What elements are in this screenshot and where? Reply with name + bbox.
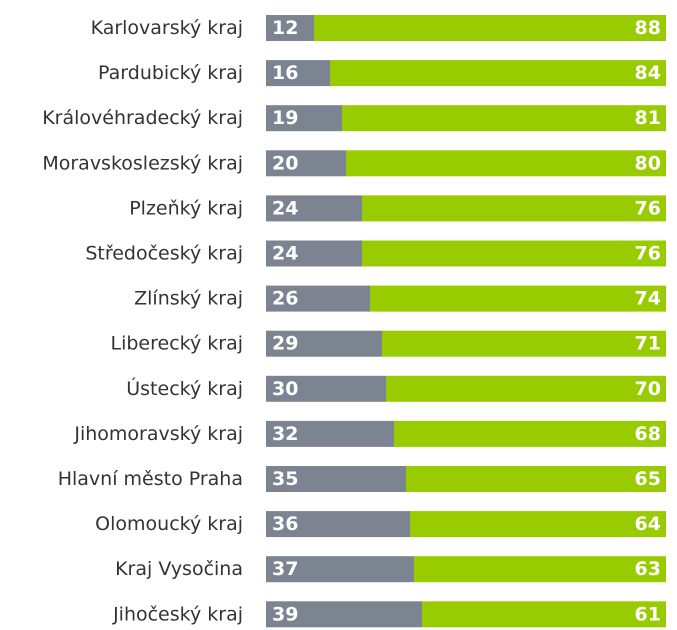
bar-segment: [266, 60, 330, 87]
bar-segment: [394, 420, 666, 447]
value-label: 88: [635, 17, 661, 39]
bar-segment: [266, 195, 362, 222]
bar-segment: [386, 375, 666, 402]
bar-segment: [266, 511, 410, 538]
bar-segment: [330, 60, 666, 87]
value-label: 74: [635, 288, 661, 310]
bar-segment: [362, 240, 666, 267]
bar-segment: [266, 601, 422, 628]
category-label: Karlovarský kraj: [91, 17, 243, 39]
category-label: Liberecký kraj: [111, 333, 244, 355]
bar-segment: [414, 556, 666, 583]
category-label: Ústecký kraj: [126, 376, 243, 400]
value-label: 76: [635, 197, 661, 219]
bar-segment: [266, 375, 386, 402]
value-label: 76: [635, 243, 661, 265]
bar-segment: [266, 150, 346, 177]
value-label: 39: [272, 603, 298, 625]
bar-segment: [266, 330, 382, 357]
bar-segment: [266, 556, 414, 583]
category-label: Hlavní město Praha: [58, 468, 243, 490]
value-label: 24: [272, 197, 298, 219]
value-label: 70: [635, 378, 661, 400]
bar-segment: [266, 15, 314, 41]
category-label: Jihomoravský kraj: [73, 423, 243, 445]
bar-segment: [410, 511, 666, 538]
category-label: Zlínský kraj: [134, 288, 243, 310]
bar-segment: [266, 285, 370, 312]
value-label: 36: [272, 513, 298, 535]
category-label: Královéhradecký kraj: [42, 107, 243, 129]
category-label: Kraj Vysočina: [115, 558, 243, 580]
bar-segment: [266, 105, 342, 132]
bar-segment: [346, 150, 666, 177]
value-label: 63: [635, 558, 661, 580]
bar-segment: [362, 195, 666, 222]
value-label: 80: [635, 152, 661, 174]
bar-segment: [266, 420, 394, 447]
value-label: 61: [635, 603, 661, 625]
bar-segment: [314, 15, 666, 41]
category-label: Pardubický kraj: [98, 62, 243, 84]
value-label: 84: [635, 62, 661, 84]
category-label: Středočeský kraj: [85, 243, 243, 265]
value-label: 19: [272, 107, 298, 129]
value-label: 68: [635, 423, 661, 445]
bar-segment: [266, 466, 406, 492]
value-label: 35: [272, 468, 298, 490]
value-label: 37: [272, 558, 298, 580]
category-label: Plzeňký kraj: [129, 197, 243, 219]
value-label: 81: [635, 107, 661, 129]
value-label: 16: [272, 62, 298, 84]
value-label: 29: [272, 333, 298, 355]
value-label: 20: [272, 152, 298, 174]
bar-segment: [382, 330, 666, 357]
value-label: 24: [272, 243, 298, 265]
value-label: 26: [272, 288, 298, 310]
bar-segment: [266, 240, 362, 267]
bar-segment: [422, 601, 666, 628]
category-label: Jihočeský kraj: [112, 603, 243, 625]
value-label: 65: [635, 468, 661, 490]
bar-segment: [342, 105, 666, 132]
bar-segment: [406, 466, 666, 492]
value-label: 12: [272, 17, 298, 39]
value-label: 32: [272, 423, 298, 445]
value-label: 30: [272, 378, 298, 400]
value-label: 71: [635, 333, 661, 355]
category-label: Moravskoslezský kraj: [42, 152, 243, 174]
category-label: Olomoucký kraj: [95, 513, 243, 535]
bar-segment: [370, 285, 666, 312]
value-label: 64: [635, 513, 661, 535]
